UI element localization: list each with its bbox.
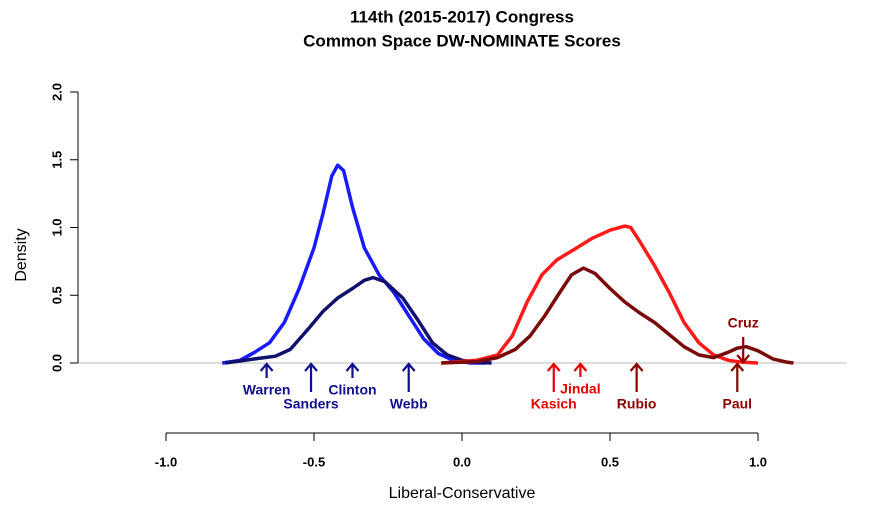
- annotation-label: Rubio: [617, 396, 657, 412]
- density-line: [221, 163, 486, 365]
- x-tick-label: 0.0: [453, 454, 471, 469]
- x-tick-label: 1.0: [749, 454, 767, 469]
- chart-title: 114th (2015-2017) Congress: [350, 7, 574, 26]
- annotation-arrow: [546, 362, 561, 392]
- annotation-label: Warren: [243, 382, 291, 398]
- x-tick-label: -1.0: [155, 454, 177, 469]
- y-axis-label: Density: [13, 228, 30, 281]
- annotation-label: Cruz: [728, 315, 759, 331]
- x-tick-label: -0.5: [303, 454, 325, 469]
- annotation-arrow: [736, 337, 751, 364]
- y-tick-label: 1.0: [49, 218, 64, 236]
- y-tick-label: 0.0: [49, 354, 64, 372]
- annotation-label: Sanders: [283, 396, 338, 412]
- annotation-arrow: [401, 362, 416, 392]
- chart-subtitle: Common Space DW-NOMINATE Scores: [303, 31, 621, 50]
- x-tick-label: 0.5: [601, 454, 619, 469]
- density-line: [441, 266, 794, 365]
- annotation-arrow: [259, 362, 274, 378]
- annotation-arrow: [573, 362, 588, 377]
- density-line: [441, 224, 759, 365]
- annotation-arrow: [304, 362, 318, 392]
- x-axis-label: Liberal-Conservative: [389, 485, 536, 502]
- annotation-label: Webb: [390, 396, 428, 412]
- annotation-label: Jindal: [560, 381, 600, 397]
- annotation-label: Kasich: [531, 396, 577, 412]
- density-line: [224, 275, 492, 365]
- y-tick-label: 2.0: [49, 83, 64, 101]
- y-tick-label: 0.5: [49, 286, 64, 304]
- y-tick-label: 1.5: [49, 151, 64, 169]
- annotation-arrow: [345, 362, 360, 378]
- annotation-arrow: [730, 362, 745, 392]
- annotation-arrow: [629, 362, 644, 392]
- annotation-label: Paul: [722, 396, 752, 412]
- annotation-label: Clinton: [328, 382, 376, 398]
